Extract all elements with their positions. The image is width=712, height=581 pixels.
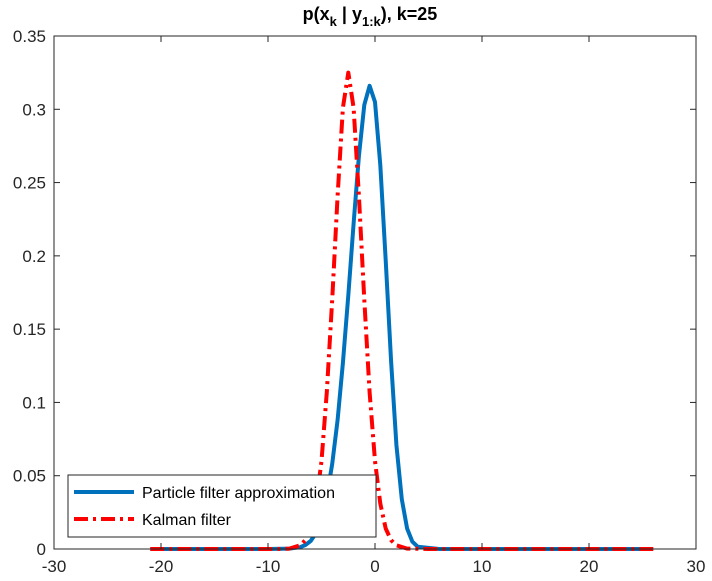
series-line-2 [150, 70, 654, 551]
x-tick-label: 0 [370, 557, 379, 576]
x-tick-label: 10 [473, 557, 492, 576]
y-tick-label: 0.35 [13, 27, 46, 46]
series-line-1 [150, 83, 654, 551]
x-tick-label: 20 [580, 557, 599, 576]
y-tick-label: 0.05 [13, 467, 46, 486]
x-tick-label: -10 [256, 557, 281, 576]
legend: Particle filter approximation Kalman filt… [67, 474, 377, 538]
axes-layer: -30 -20 -10 0 10 20 30 0 0.05 0.1 0.15 0.2 0.25 0.3 0.… [13, 27, 706, 576]
y-tick-label: 0.2 [22, 247, 46, 266]
x-tick-label: 30 [687, 557, 706, 576]
y-tick-label: 0 [37, 540, 46, 559]
y-tick-label: 0.3 [22, 100, 46, 119]
x-tick-label: -20 [149, 557, 174, 576]
y-tick-label: 0.25 [13, 174, 46, 193]
chart-title: p(xk | y1:k), k=25 [303, 4, 438, 29]
legend-label-1: Particle filter approximation [142, 485, 335, 502]
legend-label-2: Kalman filter [142, 512, 232, 529]
y-tick-label: 0.1 [22, 393, 46, 412]
y-tick-label: 0.15 [13, 320, 46, 339]
legend-box [67, 474, 377, 538]
x-tick-label: -30 [42, 557, 67, 576]
series-layer [150, 70, 654, 551]
